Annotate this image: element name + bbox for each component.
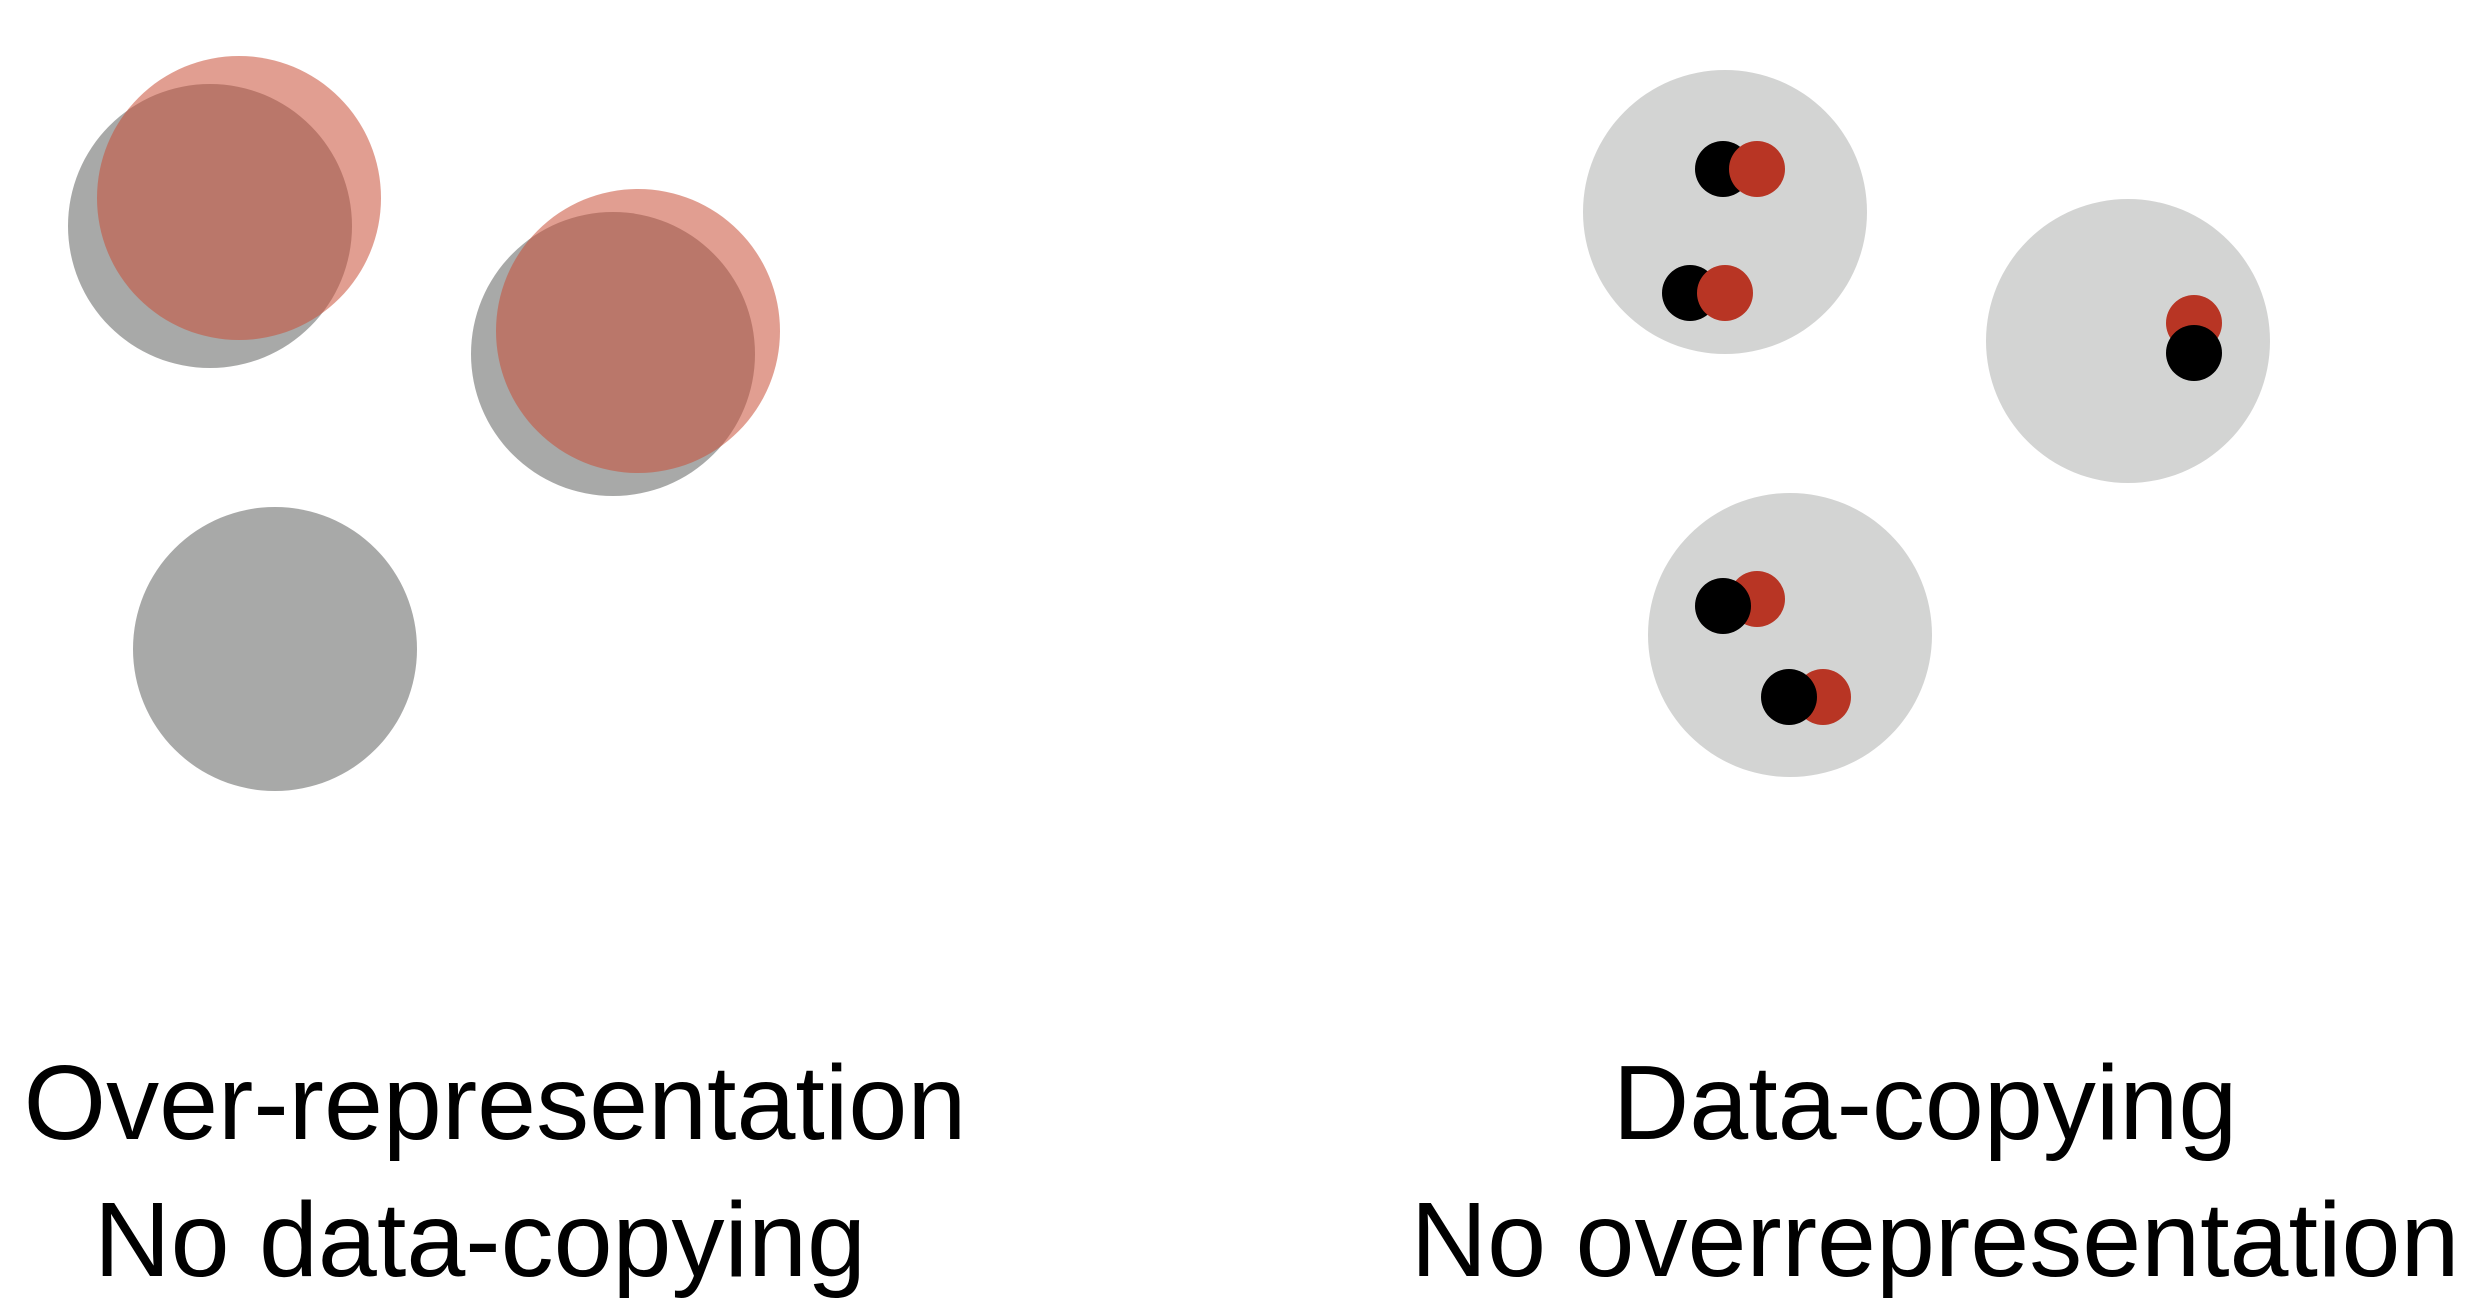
right-caption-line2: No overrepresentation [1410,1181,2460,1299]
real-region-circle [1583,70,1867,354]
generated-point [1697,265,1753,321]
right-panel [1583,70,2270,777]
real-region-circle [1648,493,1932,777]
real-region-circle [133,507,417,791]
left-panel [68,56,780,791]
generated-region-circle [97,56,381,340]
real-point [1695,578,1751,634]
generated-point [1729,141,1785,197]
right-caption-line1: Data-copying [1612,1044,2238,1162]
real-point [1761,669,1817,725]
left-caption-line1: Over-representation [23,1044,967,1162]
real-point [2166,325,2222,381]
left-caption-line2: No data-copying [94,1181,866,1299]
real-region-circle [1986,199,2270,483]
generated-region-circle [496,189,780,473]
